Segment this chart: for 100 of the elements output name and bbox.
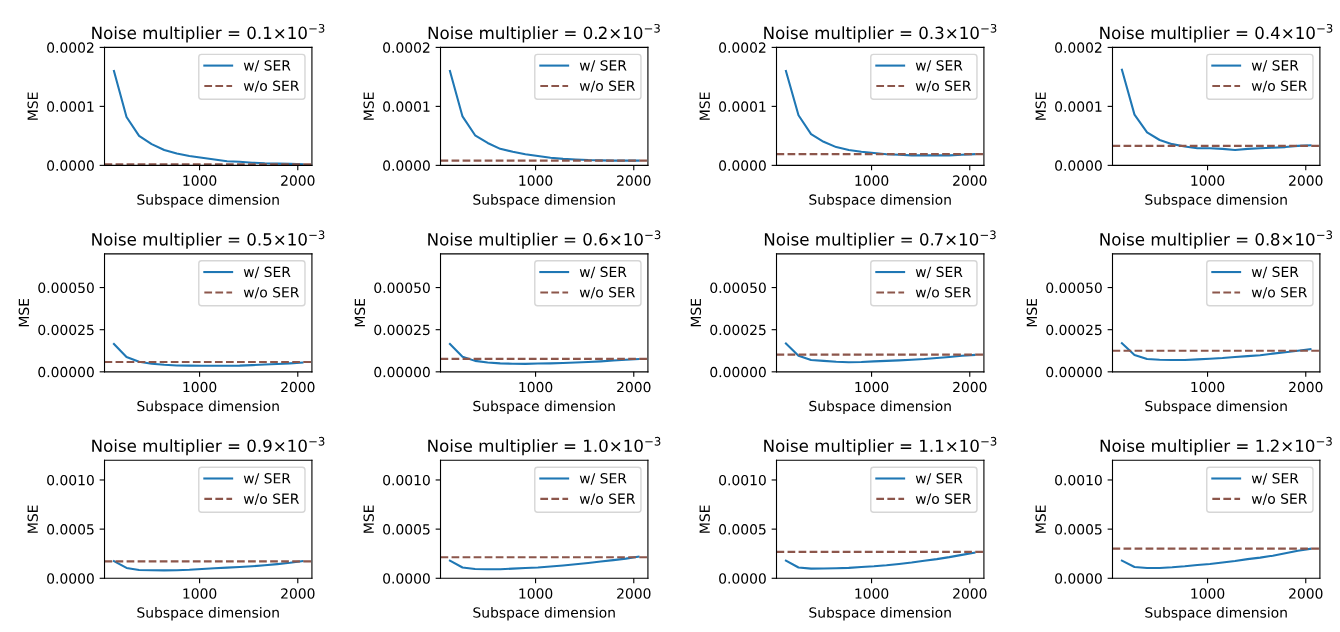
x-tick-label: 1000: [1191, 381, 1225, 393]
y-axis-title: MSE: [699, 92, 710, 120]
y-tick-label: 0.0005: [47, 524, 94, 535]
chart-title: Noise multiplier = 1.1×10$^{−3}$: [764, 436, 997, 456]
legend-label: w/o SER: [1251, 493, 1307, 506]
x-tick-label: 2000: [281, 381, 315, 393]
x-axis-title: Subspace dimension: [809, 194, 951, 208]
x-tick-label: 2000: [281, 588, 315, 599]
x-axis-title: Subspace dimension: [137, 400, 279, 414]
chart-title: Noise multiplier = 0.7×10$^{−3}$: [764, 230, 996, 249]
legend-label: w/o SER: [579, 80, 636, 93]
line-series: [112, 560, 304, 572]
legend-label: w/ SER: [243, 60, 291, 72]
y-tick-label: 0.00000: [710, 366, 766, 378]
legend-label: w/ SER: [243, 473, 291, 485]
y-tick-label: 0.0001: [383, 101, 430, 112]
y-tick-label: 0.0000: [47, 573, 94, 584]
x-tick-label: 1000: [855, 175, 889, 186]
y-axis-title: MSE: [27, 92, 38, 120]
y-axis-title: MSE: [363, 92, 374, 120]
x-tick-label: 1000: [183, 175, 217, 186]
line-series: [784, 342, 976, 364]
x-tick-label: 2000: [953, 588, 987, 599]
legend-label: w/ SER: [915, 266, 963, 279]
y-tick-label: 0.0010: [1055, 474, 1102, 486]
chart-title: Noise multiplier = 1.2×10$^{−3}$: [1100, 436, 1332, 456]
legend-label: w/o SER: [579, 286, 636, 299]
y-tick-label: 0.0000: [719, 160, 766, 171]
y-tick-label: 0.00025: [38, 324, 94, 336]
y-axis-title: MSE: [699, 505, 710, 533]
x-tick-label: 2000: [281, 175, 315, 186]
line-series: [448, 342, 640, 365]
y-tick-label: 0.0005: [1055, 524, 1102, 535]
x-tick-label: 2000: [617, 175, 651, 186]
y-axis-title: MSE: [1035, 505, 1046, 533]
x-axis-title: Subspace dimension: [809, 400, 951, 414]
legend-label: w/o SER: [243, 286, 300, 299]
x-axis-title: Subspace dimension: [473, 400, 615, 414]
legend-label: w/o SER: [915, 493, 972, 506]
chart-title: Noise multiplier = 0.1×10$^{−3}$: [92, 23, 325, 43]
chart-title: Noise multiplier = 0.4×10$^{−3}$: [1100, 23, 1333, 43]
y-tick-label: 0.00025: [1046, 324, 1102, 336]
y-tick-label: 0.0002: [47, 42, 94, 53]
y-tick-label: 0.00000: [38, 366, 94, 378]
legend-label: w/o SER: [243, 80, 300, 93]
y-tick-label: 0.0001: [719, 101, 766, 112]
y-tick-label: 0.0000: [1055, 573, 1102, 584]
y-tick-label: 0.00000: [374, 366, 430, 378]
legend-label: w/ SER: [915, 473, 963, 485]
legend-label: w/ SER: [1251, 60, 1299, 72]
x-tick-label: 2000: [953, 175, 987, 186]
line-series: [448, 555, 640, 571]
chart-title: Noise multiplier = 1.0×10$^{−3}$: [428, 436, 661, 456]
x-axis-title: Subspace dimension: [473, 194, 615, 208]
x-tick-label: 2000: [1289, 175, 1323, 186]
y-tick-label: 0.0000: [383, 573, 430, 584]
x-axis-title: Subspace dimension: [137, 607, 279, 621]
y-tick-label: 0.00025: [374, 324, 430, 336]
y-axis-title: MSE: [1035, 92, 1046, 120]
x-tick-label: 1000: [519, 381, 553, 393]
x-axis-title: Subspace dimension: [1145, 194, 1287, 208]
x-tick-label: 2000: [1289, 588, 1323, 599]
y-tick-label: 0.0001: [47, 101, 94, 112]
legend-label: w/ SER: [1251, 266, 1299, 279]
chart-title: Noise multiplier = 0.9×10$^{−3}$: [92, 436, 325, 456]
y-tick-label: 0.00050: [374, 282, 430, 294]
legend-label: w/ SER: [1251, 473, 1299, 485]
chart-title: Noise multiplier = 0.6×10$^{−3}$: [428, 230, 661, 249]
legend-label: w/ SER: [243, 266, 291, 279]
y-axis-title: MSE: [690, 298, 702, 327]
chart-title: Noise multiplier = 0.8×10$^{−3}$: [1100, 230, 1333, 249]
y-tick-label: 0.0002: [719, 42, 766, 53]
x-tick-label: 1000: [183, 588, 217, 599]
legend-label: w/o SER: [915, 286, 972, 299]
y-tick-label: 0.0010: [719, 474, 766, 486]
x-tick-label: 2000: [617, 588, 651, 599]
y-tick-label: 0.00000: [1046, 366, 1102, 378]
y-axis-title: MSE: [18, 298, 30, 327]
x-tick-label: 1000: [1191, 588, 1225, 599]
legend-label: w/o SER: [915, 80, 972, 93]
legend-label: w/ SER: [579, 473, 627, 485]
y-tick-label: 0.0010: [47, 474, 94, 486]
y-tick-label: 0.00050: [1046, 282, 1102, 294]
legend-label: w/o SER: [579, 493, 636, 506]
y-tick-label: 0.0002: [1055, 42, 1102, 53]
x-tick-label: 1000: [855, 381, 889, 393]
y-axis-title: MSE: [354, 298, 366, 327]
x-tick-label: 1000: [183, 381, 217, 393]
x-axis-title: Subspace dimension: [137, 194, 279, 208]
x-tick-label: 2000: [1289, 381, 1323, 393]
x-tick-label: 1000: [1191, 175, 1225, 186]
y-tick-label: 0.0000: [1055, 160, 1102, 171]
x-tick-label: 1000: [855, 588, 889, 599]
x-axis-title: Subspace dimension: [1145, 607, 1287, 621]
line-series: [784, 551, 976, 570]
x-tick-label: 2000: [953, 381, 987, 393]
y-tick-label: 0.00050: [38, 282, 94, 294]
chart-title: Noise multiplier = 0.2×10$^{−3}$: [428, 23, 660, 43]
line-series: [1120, 547, 1312, 569]
y-tick-label: 0.0005: [383, 524, 430, 535]
